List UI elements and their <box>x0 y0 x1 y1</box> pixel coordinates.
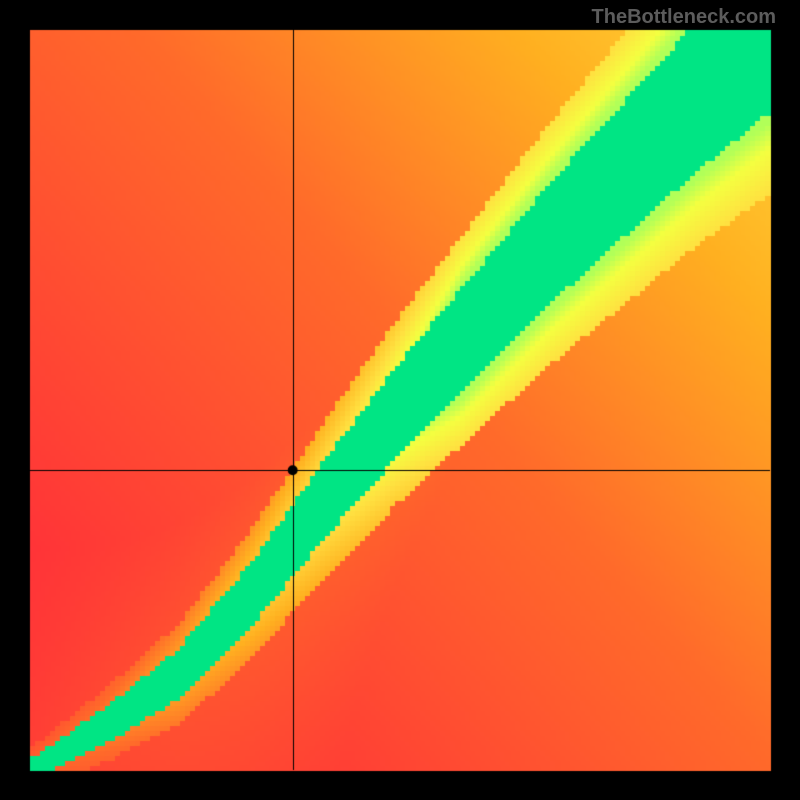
bottleneck-heatmap <box>0 0 800 800</box>
watermark-text: TheBottleneck.com <box>592 6 776 29</box>
